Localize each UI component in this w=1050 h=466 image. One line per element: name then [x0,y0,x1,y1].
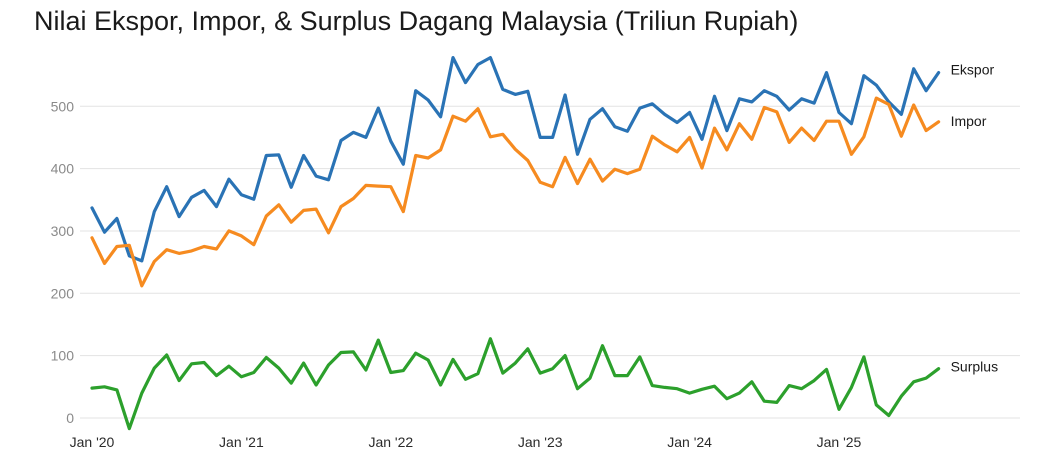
x-tick-label: Jan '22 [368,434,413,450]
series-lines [90,55,941,431]
series-labels: Ekspor Impor Surplus [951,62,998,375]
y-axis-ticks: 0 100 200 300 400 500 [51,98,75,426]
y-tick-label: 100 [51,348,75,364]
gridlines [80,105,1020,419]
series-label-ekspor: Ekspor [951,62,995,78]
series-line-surplus [90,337,941,431]
x-tick-label: Jan '23 [518,434,563,450]
x-tick-label: Jan '25 [817,434,862,450]
series-line-impor [90,96,941,288]
series-label-impor: Impor [951,113,987,129]
series-line-ekspor [90,55,941,263]
y-tick-label: 300 [51,223,75,239]
x-tick-label: Jan '24 [667,434,712,450]
y-tick-label: 200 [51,285,75,301]
y-tick-label: 500 [51,98,75,114]
y-tick-label: 0 [66,410,74,426]
x-axis-ticks: Jan '20 Jan '21 Jan '22 Jan '23 Jan '24 Jan '… [70,434,862,450]
x-tick-label: Jan '21 [219,434,264,450]
y-tick-label: 400 [51,161,75,177]
chart-title: Nilai Ekspor, Impor, & Surplus Dagang Ma… [34,6,799,36]
x-tick-label: Jan '20 [70,434,115,450]
series-label-surplus: Surplus [951,359,998,375]
